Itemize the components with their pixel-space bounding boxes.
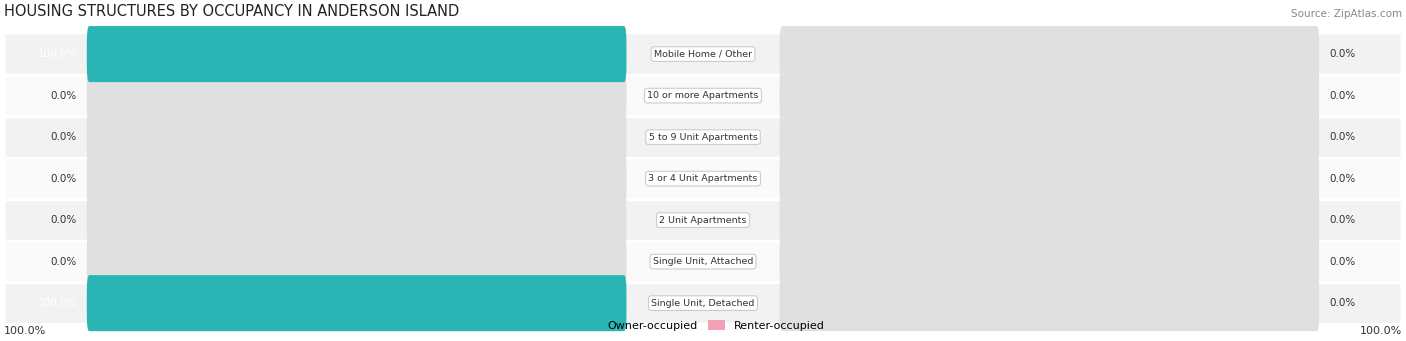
Text: 0.0%: 0.0% bbox=[1329, 257, 1355, 267]
Text: 0.0%: 0.0% bbox=[51, 215, 77, 225]
Text: 0.0%: 0.0% bbox=[1329, 132, 1355, 142]
Text: 100.0%: 100.0% bbox=[38, 298, 77, 308]
FancyBboxPatch shape bbox=[87, 26, 627, 82]
Text: 100.0%: 100.0% bbox=[38, 49, 77, 59]
FancyBboxPatch shape bbox=[779, 234, 1319, 290]
FancyBboxPatch shape bbox=[4, 74, 1402, 117]
FancyBboxPatch shape bbox=[87, 26, 627, 82]
FancyBboxPatch shape bbox=[779, 109, 1319, 165]
FancyBboxPatch shape bbox=[87, 109, 627, 165]
Text: 0.0%: 0.0% bbox=[1329, 215, 1355, 225]
FancyBboxPatch shape bbox=[4, 282, 1402, 324]
FancyBboxPatch shape bbox=[87, 151, 627, 207]
Legend: Owner-occupied, Renter-occupied: Owner-occupied, Renter-occupied bbox=[576, 315, 830, 335]
Text: 0.0%: 0.0% bbox=[51, 174, 77, 183]
FancyBboxPatch shape bbox=[779, 151, 1319, 207]
Text: Mobile Home / Other: Mobile Home / Other bbox=[654, 49, 752, 59]
FancyBboxPatch shape bbox=[4, 240, 1402, 283]
Text: Source: ZipAtlas.com: Source: ZipAtlas.com bbox=[1291, 9, 1402, 19]
Text: 0.0%: 0.0% bbox=[51, 257, 77, 267]
Text: 100.0%: 100.0% bbox=[1360, 326, 1402, 336]
Text: 100.0%: 100.0% bbox=[4, 326, 46, 336]
FancyBboxPatch shape bbox=[779, 275, 1319, 331]
FancyBboxPatch shape bbox=[4, 158, 1402, 200]
Text: 5 to 9 Unit Apartments: 5 to 9 Unit Apartments bbox=[648, 133, 758, 142]
Text: 2 Unit Apartments: 2 Unit Apartments bbox=[659, 216, 747, 225]
Text: 10 or more Apartments: 10 or more Apartments bbox=[647, 91, 759, 100]
FancyBboxPatch shape bbox=[4, 116, 1402, 158]
Text: 0.0%: 0.0% bbox=[1329, 174, 1355, 183]
Text: 0.0%: 0.0% bbox=[1329, 91, 1355, 101]
FancyBboxPatch shape bbox=[87, 275, 627, 331]
FancyBboxPatch shape bbox=[4, 33, 1402, 75]
FancyBboxPatch shape bbox=[87, 68, 627, 124]
Text: 0.0%: 0.0% bbox=[1329, 49, 1355, 59]
FancyBboxPatch shape bbox=[779, 192, 1319, 248]
FancyBboxPatch shape bbox=[87, 234, 627, 290]
Text: 0.0%: 0.0% bbox=[1329, 298, 1355, 308]
FancyBboxPatch shape bbox=[87, 192, 627, 248]
FancyBboxPatch shape bbox=[87, 275, 627, 331]
Text: Single Unit, Attached: Single Unit, Attached bbox=[652, 257, 754, 266]
Text: Single Unit, Detached: Single Unit, Detached bbox=[651, 299, 755, 308]
Text: 0.0%: 0.0% bbox=[51, 132, 77, 142]
FancyBboxPatch shape bbox=[779, 68, 1319, 124]
Text: 0.0%: 0.0% bbox=[51, 91, 77, 101]
FancyBboxPatch shape bbox=[779, 26, 1319, 82]
Text: HOUSING STRUCTURES BY OCCUPANCY IN ANDERSON ISLAND: HOUSING STRUCTURES BY OCCUPANCY IN ANDER… bbox=[4, 4, 460, 19]
Text: 3 or 4 Unit Apartments: 3 or 4 Unit Apartments bbox=[648, 174, 758, 183]
FancyBboxPatch shape bbox=[4, 199, 1402, 241]
